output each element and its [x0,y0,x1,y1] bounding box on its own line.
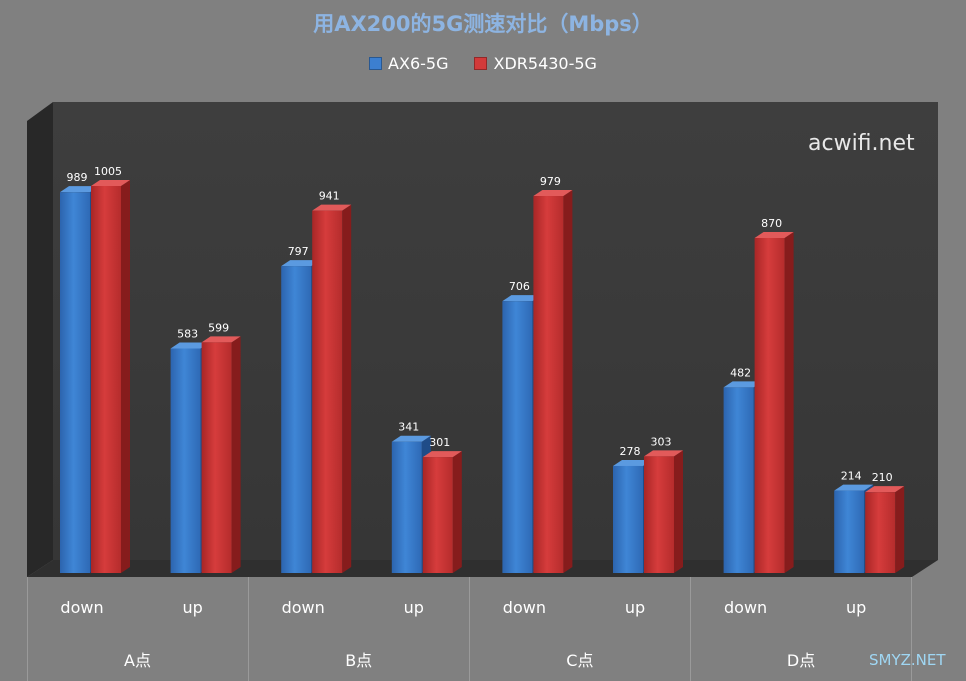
group-label: B点 [345,651,373,670]
bar-xdr5430-3 [422,451,462,573]
data-label: 214 [841,470,862,483]
category-label: up [182,598,203,617]
category-label: up [624,598,646,617]
credit-text: SMYZ.NET [869,651,946,669]
axis-separator [27,577,28,681]
legend-label-xdr5430: XDR5430-5G [493,54,597,73]
data-label: 341 [398,421,419,434]
legend-label-ax6: AX6-5G [388,54,449,73]
axis-separator [248,577,249,681]
data-label: 303 [651,435,672,448]
bar-xdr5430-0 [91,180,130,573]
data-label: 583 [177,328,198,341]
data-label: 482 [730,366,751,379]
data-label: 870 [761,217,782,230]
data-label: 797 [288,245,309,258]
chart-floor [27,560,938,577]
group-label: D点 [786,651,816,670]
category-label: down [60,598,104,617]
chart-title: 用AX200的5G测速对比（Mbps） [313,12,653,36]
axis-separator [690,577,691,681]
bar-xdr5430-5 [644,450,683,573]
data-label: 278 [620,445,641,458]
bar-xdr5430-4 [533,190,573,573]
legend-swatch-blue [369,57,383,70]
group-label: C点 [566,651,594,670]
data-label: 706 [509,280,530,293]
category-label: down [724,598,768,617]
data-label: 1005 [94,165,122,178]
bar-xdr5430-7 [865,486,905,573]
data-label: 989 [67,171,88,184]
group-label: A点 [124,651,151,670]
data-label: 979 [540,175,561,188]
side-wall [27,102,53,577]
axis-separator [469,577,470,681]
legend: AX6-5G XDR5430-5G [0,54,966,73]
category-label: down [281,598,325,617]
category-label: down [502,598,546,617]
category-label: up [846,598,867,617]
bar-xdr5430-1 [201,336,241,573]
bar-xdr5430-6 [754,231,794,573]
bar-xdr5430-2 [312,204,352,573]
data-label: 301 [429,436,450,449]
legend-swatch-red [474,57,488,70]
data-label: 599 [208,321,229,334]
legend-item-ax6: AX6-5G [369,54,448,73]
legend-item-xdr5430: XDR5430-5G [474,54,597,73]
back-wall [53,102,938,560]
watermark-text: acwifi.net [808,131,915,156]
data-label: 941 [319,190,340,203]
axis-separator [911,577,912,681]
category-label: up [403,598,424,617]
data-label: 210 [872,471,893,484]
